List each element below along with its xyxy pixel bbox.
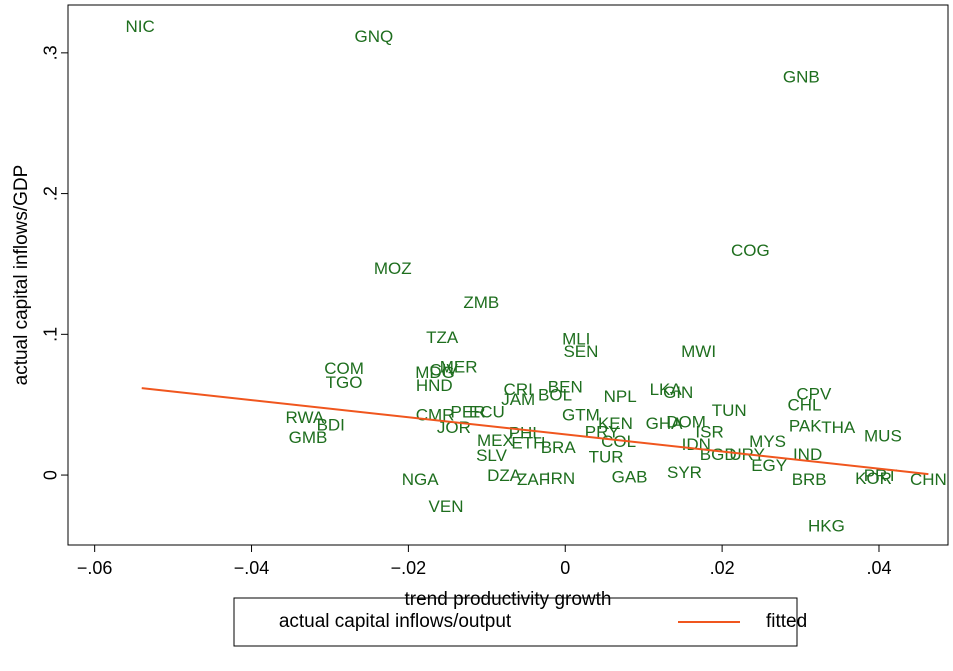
legend-box (233, 597, 798, 647)
point-label: COL (601, 432, 636, 451)
legend-label: actual capital inflows/output (279, 611, 512, 632)
point-label: GTM (562, 405, 600, 424)
point-label: NIC (126, 17, 155, 36)
point-label: HND (416, 376, 453, 395)
x-axis-title: trend productivity growth (405, 589, 612, 610)
point-label: HKG (808, 517, 845, 536)
point-label: JAM (501, 390, 535, 409)
point-label: EGY (751, 456, 787, 475)
point-label: BDI (317, 415, 345, 434)
y-axis-title: actual capital inflows/GDP (11, 165, 32, 386)
y-tick-label: .2 (41, 186, 61, 201)
x-tick-label: −.04 (234, 558, 270, 578)
point-label: GMB (289, 428, 328, 447)
point-label: KOR (855, 469, 892, 488)
point-label: THA (821, 418, 856, 437)
point-label: CRI (504, 380, 533, 399)
point-label: PER (451, 403, 486, 422)
point-label: IRN (546, 469, 575, 488)
x-tick-label: 0 (560, 558, 570, 578)
point-label: GAB (612, 467, 648, 486)
point-label: COG (731, 241, 770, 260)
point-label: LKA (650, 380, 683, 399)
point-label: DZA (487, 466, 522, 485)
point-label: SLV (476, 446, 508, 465)
point-label: COM (324, 359, 364, 378)
point-label: MYS (749, 432, 786, 451)
point-label: TUN (712, 401, 747, 420)
legend-label: fitted (766, 611, 807, 632)
point-label: RWA (285, 408, 324, 427)
y-tick-label: .1 (41, 327, 61, 342)
point-label: GNB (783, 68, 820, 87)
point-label: BOL (538, 386, 572, 405)
point-label: MER (440, 358, 478, 377)
point-label: CIV (430, 360, 459, 379)
point-label: BRA (541, 438, 577, 457)
point-label: MLI (562, 329, 590, 348)
point-label: TZA (426, 328, 459, 347)
point-label: CHL (787, 396, 821, 415)
x-tick-label: .02 (710, 558, 735, 578)
x-tick-label: −.06 (77, 558, 113, 578)
point-label: ZAF (517, 470, 549, 489)
point-label: MOZ (374, 259, 412, 278)
point-label: VEN (429, 497, 464, 516)
point-label: GIN (663, 383, 693, 402)
point-label: BEN (548, 377, 583, 396)
point-label: ETH (511, 434, 545, 453)
point-label: TGO (326, 373, 363, 392)
point-label: BRB (792, 470, 827, 489)
point-label: NGA (402, 470, 440, 489)
point-label: ZMB (463, 293, 499, 312)
point-label: KEN (598, 414, 633, 433)
plot-frame (67, 4, 949, 546)
point-label: SYR (667, 463, 702, 482)
y-tick-label: .3 (41, 45, 61, 60)
point-label: DOM (666, 412, 706, 431)
x-tick-label: .04 (866, 558, 891, 578)
point-label: GHA (646, 414, 684, 433)
point-label: CHN (910, 470, 947, 489)
point-label: ECU (469, 403, 505, 422)
point-label: SEN (563, 342, 598, 361)
point-label: MEX (477, 431, 514, 450)
point-label: TUR (589, 448, 624, 467)
point-label: GNQ (355, 27, 394, 46)
fitted-line (141, 387, 929, 476)
point-label: MWI (681, 342, 716, 361)
point-label: MUS (864, 427, 902, 446)
point-label: ISR (695, 422, 723, 441)
x-tick-label: −.02 (391, 558, 427, 578)
y-tick-label: 0 (41, 470, 61, 480)
point-label: PAK (789, 417, 822, 436)
point-label: MDG (415, 363, 455, 382)
point-label: NPL (604, 387, 637, 406)
point-label: CPV (796, 384, 832, 403)
